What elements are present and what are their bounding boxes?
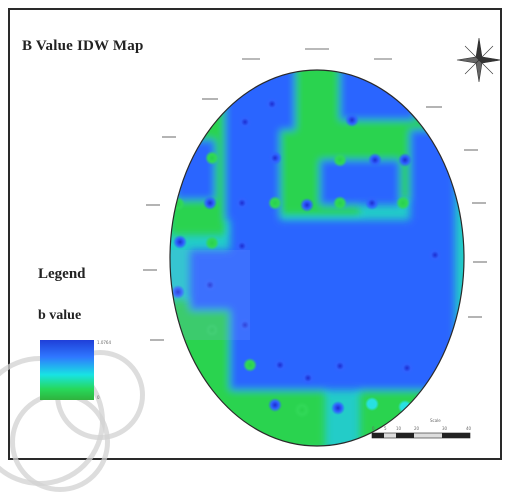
- legend-color-ramp: [40, 340, 94, 400]
- legend-high-label: 1.0764: [97, 340, 111, 345]
- scale-tick-label: 20: [414, 426, 420, 431]
- map-title: B Value IDW Map: [22, 38, 144, 54]
- legend-subtitle: b value: [38, 308, 82, 323]
- legend-low-label: 0: [97, 395, 100, 400]
- scale-tick-label: 5: [384, 426, 387, 431]
- scale-tick-label: 0: [372, 426, 375, 431]
- scale-tick-label: 40: [466, 426, 472, 431]
- scale-bar: 0 5 10 20 30 40: [371, 426, 472, 439]
- north-arrow-icon: [455, 36, 503, 84]
- idw-map-graphic: 0 5 10 20 30 40: [143, 48, 487, 447]
- legend-title: Legend: [38, 266, 86, 282]
- scale-label: Scale: [430, 418, 441, 423]
- scale-tick-label: 30: [442, 426, 448, 431]
- scale-tick-label: 10: [396, 426, 402, 431]
